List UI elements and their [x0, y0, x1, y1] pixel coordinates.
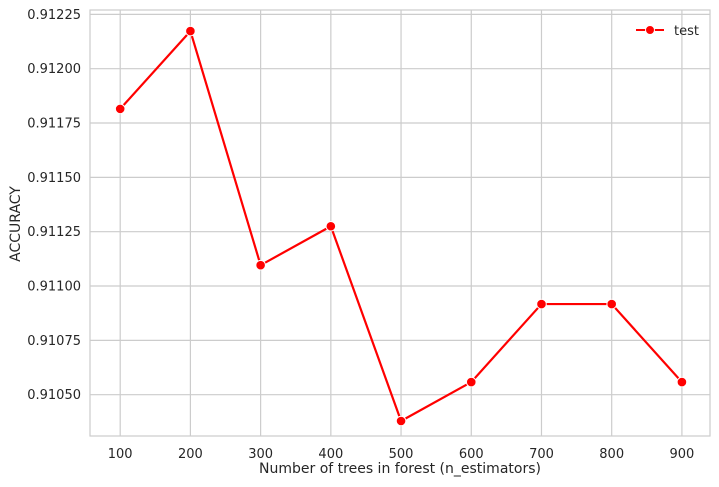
- y-axis-ticks: 0.91050 0.91075 0.91100 0.91125 0.91150 0.911…: [27, 8, 81, 403]
- x-tick-label: 100: [108, 447, 133, 462]
- data-point: [465, 376, 477, 388]
- x-tick-label: 300: [248, 447, 273, 462]
- x-axis-label: Number of trees in forest (n_estimators): [259, 461, 541, 477]
- y-tick-label: 0.91075: [27, 334, 81, 349]
- y-tick-label: 0.91050: [27, 388, 81, 403]
- data-point: [606, 298, 617, 310]
- y-tick-label: 0.91100: [27, 280, 81, 295]
- legend: test: [636, 24, 699, 39]
- data-point: [395, 415, 407, 427]
- x-tick-label: 600: [459, 447, 484, 462]
- data-point: [255, 259, 266, 271]
- data-point: [114, 103, 126, 115]
- y-tick-label: 0.91125: [27, 225, 81, 240]
- legend-marker: [645, 25, 655, 35]
- y-axis-label: ACCURACY: [8, 186, 24, 262]
- y-tick-label: 0.91225: [27, 8, 81, 23]
- plot-area: [89, 9, 711, 437]
- data-point: [676, 376, 688, 388]
- data-point: [325, 220, 337, 232]
- legend-label-test: test: [674, 24, 699, 39]
- x-tick-label: 800: [599, 447, 624, 462]
- y-tick-label: 0.91175: [27, 117, 81, 132]
- data-point: [536, 298, 547, 310]
- grid: [90, 10, 710, 436]
- data-point: [185, 25, 196, 37]
- data-series: [114, 25, 688, 427]
- x-axis-ticks: 100 200 300 400 500 600 700 800 900: [108, 447, 695, 462]
- x-tick-label: 400: [318, 447, 343, 462]
- y-tick-label: 0.91150: [27, 171, 81, 186]
- x-tick-label: 500: [389, 447, 414, 462]
- x-tick-label: 200: [178, 447, 203, 462]
- y-tick-label: 0.91200: [27, 62, 81, 77]
- x-tick-label: 900: [669, 447, 694, 462]
- x-tick-label: 700: [529, 447, 554, 462]
